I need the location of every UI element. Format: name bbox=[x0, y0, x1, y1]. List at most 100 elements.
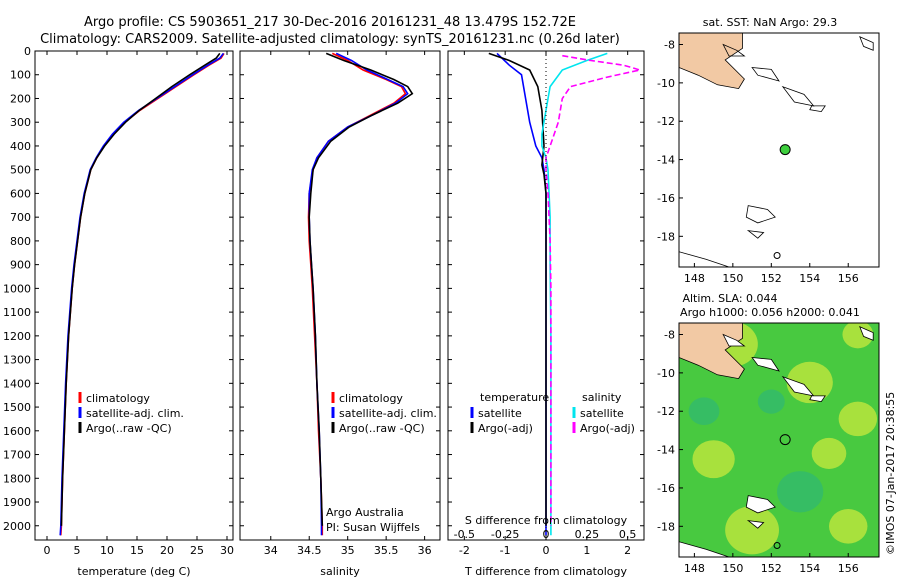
island-outline bbox=[809, 105, 826, 113]
x-tick-label: 36 bbox=[418, 544, 432, 557]
map-y-tick-label: -12 bbox=[657, 405, 675, 418]
legend-label: climatology bbox=[86, 392, 150, 405]
island-outline bbox=[859, 326, 874, 341]
y-tick-label: 200 bbox=[10, 92, 31, 105]
x-tick-label: 2 bbox=[624, 544, 631, 557]
x-tick-label: -2 bbox=[459, 544, 470, 557]
sea-level-anomaly-blob bbox=[777, 471, 824, 513]
map-x-tick-label: 156 bbox=[838, 562, 859, 575]
figure-title-line2: Climatology: CARS2009. Satellite-adjuste… bbox=[40, 32, 620, 47]
x-tick-label: 35.5 bbox=[374, 544, 399, 557]
map-frame bbox=[678, 32, 880, 268]
map-y-tick-label: -16 bbox=[657, 192, 675, 205]
map-y-tick-label: -18 bbox=[657, 230, 675, 243]
series-line-t-argo-adj- bbox=[488, 52, 547, 526]
island-outline bbox=[679, 251, 730, 267]
y-tick-label: 1900 bbox=[3, 496, 31, 509]
map-y-tick-label: -14 bbox=[657, 444, 675, 457]
series-line-argo-raw-qc- bbox=[60, 52, 221, 526]
map-y-tick-label: -12 bbox=[657, 115, 675, 128]
series-line-argo-raw-qc- bbox=[308, 52, 414, 526]
reef-marker bbox=[773, 251, 781, 259]
map-content bbox=[679, 323, 879, 557]
map-content bbox=[679, 33, 879, 267]
x-axis-label: temperature (deg C) bbox=[77, 565, 190, 578]
argo-position-marker bbox=[779, 434, 791, 446]
x-axis-label-top: S difference from climatology bbox=[465, 514, 628, 527]
island-outline bbox=[722, 43, 746, 57]
y-tick-label: 300 bbox=[10, 116, 31, 129]
y-tick-label: 800 bbox=[10, 235, 31, 248]
legend-label: satellite-adj. clim. bbox=[86, 407, 184, 420]
map-x-tick-label: 150 bbox=[722, 562, 743, 575]
y-tick-label: 100 bbox=[10, 69, 31, 82]
legend-label: Argo(-adj) bbox=[478, 422, 533, 435]
x-tick-label: 35 bbox=[341, 544, 355, 557]
x-tick-label: 34 bbox=[264, 544, 278, 557]
island-outline bbox=[746, 520, 765, 529]
map-x-tick-label: 150 bbox=[722, 272, 743, 285]
map-x-tick-label: 152 bbox=[761, 272, 782, 285]
island-outline bbox=[746, 230, 765, 239]
x-tick-label: 15 bbox=[130, 544, 144, 557]
map-x-tick-label: 148 bbox=[684, 562, 705, 575]
series-line-climatology bbox=[307, 52, 407, 536]
y-tick-label: 1600 bbox=[3, 425, 31, 438]
x-tick-label-top: 0 bbox=[543, 528, 550, 541]
plot-frame bbox=[34, 50, 234, 541]
sea-level-anomaly-blob bbox=[688, 397, 720, 426]
y-tick-label: 1300 bbox=[3, 354, 31, 367]
map-frame bbox=[678, 322, 880, 558]
legend-label: satellite bbox=[580, 407, 624, 420]
series-line-satellite-adj-clim- bbox=[59, 52, 225, 536]
note-line2: PI: Susan Wijffels bbox=[326, 521, 420, 534]
legend-label: Argo(-adj) bbox=[580, 422, 635, 435]
plot-frame bbox=[239, 50, 441, 541]
map-sst-title: sat. SST: NaN Argo: 29.3 bbox=[703, 16, 837, 29]
y-tick-label: 1100 bbox=[3, 306, 31, 319]
y-tick-label: 600 bbox=[10, 187, 31, 200]
island-outline bbox=[751, 357, 780, 372]
legend-label: satellite-adj. clim. bbox=[339, 407, 437, 420]
island-outline bbox=[809, 395, 826, 403]
x-tick-label: 0 bbox=[44, 544, 51, 557]
legend-label: satellite bbox=[478, 407, 522, 420]
sea-level-anomaly-blob bbox=[838, 401, 878, 437]
x-axis-label: T difference from climatology bbox=[464, 565, 627, 578]
map-x-tick-label: 148 bbox=[684, 272, 705, 285]
x-tick-label: 20 bbox=[160, 544, 174, 557]
island-outline bbox=[859, 36, 874, 51]
x-tick-label: 30 bbox=[220, 544, 234, 557]
timestamp-side-label: ©IMOS 07-Jan-2017 20:38:55 bbox=[884, 392, 897, 555]
sea-level-anomaly-blob bbox=[757, 389, 785, 414]
legend-label: Argo(..raw -QC) bbox=[339, 422, 425, 435]
x-axis-label: salinity bbox=[320, 565, 360, 578]
y-tick-label: 1500 bbox=[3, 401, 31, 414]
difference-panel: -2 -1 0 1 2 T difference from climatology temp… bbox=[447, 50, 645, 578]
x-tick-label: 0 bbox=[543, 544, 550, 557]
island-outline bbox=[679, 541, 730, 557]
map-y-tick-label: -14 bbox=[657, 154, 675, 167]
salinity-panel: 34 34.5 35 35.5 36 salinity climatology satelli… bbox=[239, 50, 441, 578]
map-y-tick-label: -8 bbox=[664, 329, 675, 342]
x-tick-label: 1 bbox=[583, 544, 590, 557]
x-tick-label: 25 bbox=[190, 544, 204, 557]
y-tick-label: 900 bbox=[10, 259, 31, 272]
y-tick-label: 0 bbox=[24, 45, 31, 58]
temperature-panel: 0 5 10 15 20 25 300100200300400500600700800900… bbox=[3, 45, 234, 578]
series-line-s-satellite bbox=[541, 52, 608, 536]
map-x-tick-label: 156 bbox=[838, 272, 859, 285]
y-tick-label: 1200 bbox=[3, 330, 31, 343]
x-tick-label-top: -0.5 bbox=[454, 528, 475, 541]
y-tick-label: 400 bbox=[10, 140, 31, 153]
legend-label: climatology bbox=[339, 392, 403, 405]
series-line-climatology bbox=[60, 52, 225, 536]
sst-map-panel: 148 150 152 154 156 -8 -10 -12 -14 -16 -18 bbox=[657, 32, 880, 285]
y-tick-label: 500 bbox=[10, 164, 31, 177]
y-tick-label: 1000 bbox=[3, 282, 31, 295]
y-tick-label: 2000 bbox=[3, 520, 31, 533]
x-tick-label: -1 bbox=[500, 544, 511, 557]
map-y-tick-label: -18 bbox=[657, 520, 675, 533]
argo-position-marker bbox=[779, 144, 791, 156]
